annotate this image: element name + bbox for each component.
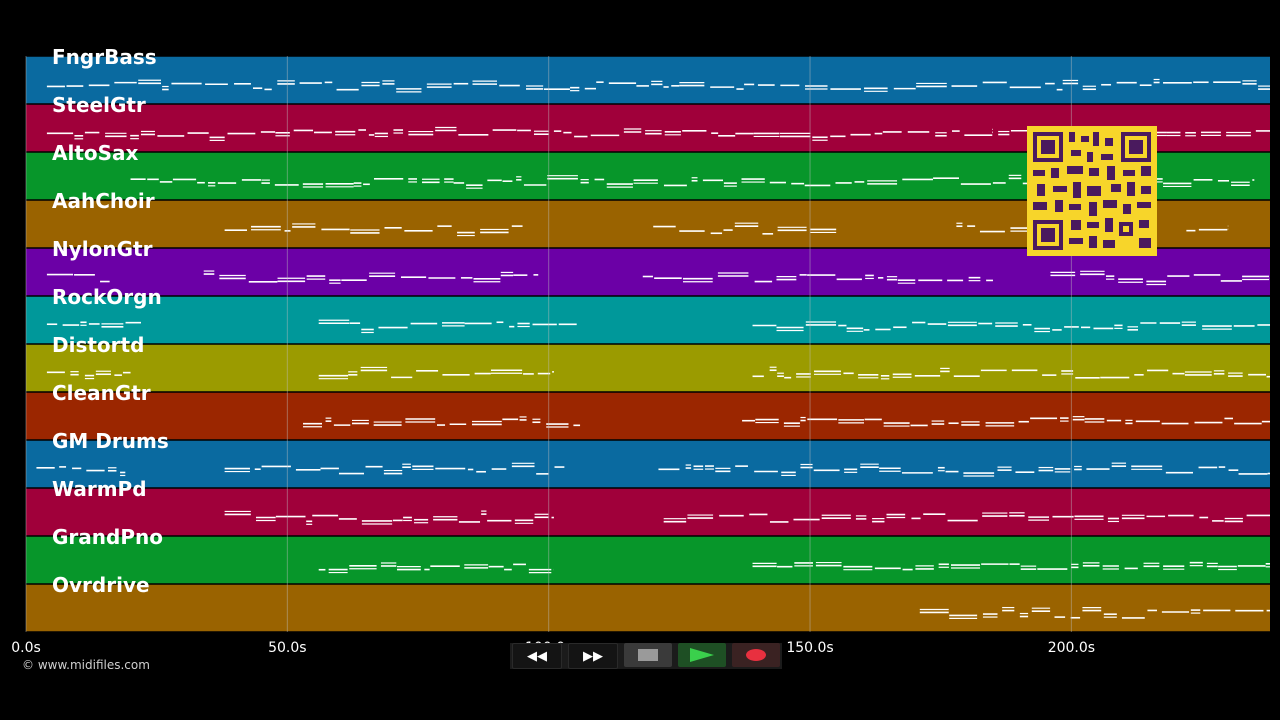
track-name-8: GM Drums	[52, 429, 169, 453]
track-name-6: Distortd	[52, 333, 144, 357]
copyright-text: © www.midifiles.com	[22, 658, 150, 672]
track-name-10: GrandPno	[52, 525, 163, 549]
stop-button[interactable]	[624, 643, 672, 667]
play-icon	[690, 648, 714, 662]
track-name-9: WarmPd	[52, 477, 147, 501]
record-icon	[746, 649, 766, 661]
track-name-4: NylonGtr	[52, 237, 153, 261]
rewind-button[interactable]: ◀◀	[512, 643, 562, 669]
time-tick-label: 50.0s	[268, 640, 306, 656]
record-button[interactable]	[732, 643, 780, 667]
track-name-1: SteelGtr	[52, 93, 146, 117]
track-lane	[26, 392, 1270, 440]
time-tick-label: 0.0s	[11, 640, 41, 656]
track-lane	[26, 536, 1270, 584]
fast-forward-button[interactable]: ▶▶	[568, 643, 618, 669]
transport-controls: ◀◀ ▶▶	[510, 643, 782, 669]
track-name-7: CleanGtr	[52, 381, 151, 405]
track-name-3: AahChoir	[52, 189, 155, 213]
track-lane	[26, 488, 1270, 536]
track-lane	[26, 584, 1270, 632]
track-name-0: FngrBass	[52, 45, 157, 69]
play-button[interactable]	[678, 643, 726, 667]
stop-icon	[638, 649, 658, 661]
track-name-11: Ovrdrive	[52, 573, 150, 597]
time-tick-label: 200.0s	[1048, 640, 1095, 656]
track-name-2: AltoSax	[52, 141, 139, 165]
track-lane	[26, 296, 1270, 344]
track-name-5: RockOrgn	[52, 285, 162, 309]
track-lane	[26, 344, 1270, 392]
qr-code	[1027, 126, 1157, 256]
track-lane	[26, 56, 1270, 104]
track-lane	[26, 440, 1270, 488]
time-tick-label: 150.0s	[786, 640, 833, 656]
